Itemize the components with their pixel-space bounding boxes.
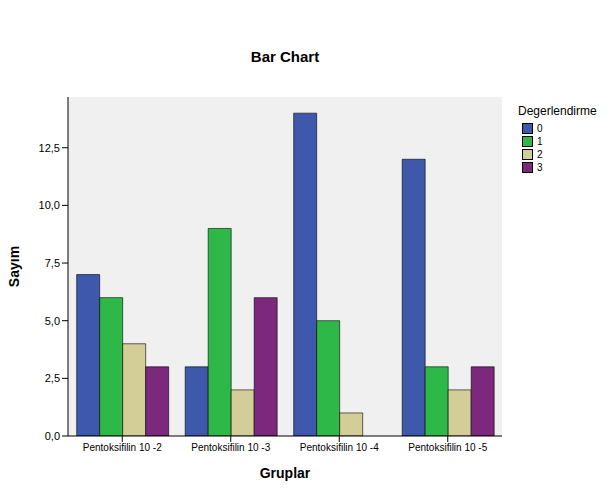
html-text:1: 1	[537, 136, 543, 147]
svg-text:Pentoksifilin 10 -2: Pentoksifilin 10 -2	[83, 442, 162, 453]
html-text:Degerlendirme: Degerlendirme	[518, 104, 597, 118]
svg-text:Sayım: Sayım	[8, 246, 22, 287]
svg-text:5,0: 5,0	[45, 315, 60, 327]
svg-text:Pentoksifilin 10 -5: Pentoksifilin 10 -5	[408, 442, 487, 453]
svg-text:12,5: 12,5	[39, 142, 60, 154]
html-text:Bar Chart: Bar Chart	[250, 48, 320, 65]
svg-text:2,5: 2,5	[45, 372, 60, 384]
svg-text:Pentoksifilin 10 -4: Pentoksifilin 10 -4	[300, 442, 379, 453]
html-text:0: 0	[537, 123, 543, 134]
html-text:3: 3	[537, 162, 543, 173]
svg-text:0,0: 0,0	[45, 430, 60, 442]
svg-text:Pentoksifilin 10 -3: Pentoksifilin 10 -3	[191, 442, 270, 453]
svg-text:10,0: 10,0	[39, 199, 60, 211]
html-text:2: 2	[537, 149, 543, 160]
svg-text:Gruplar: Gruplar	[260, 465, 311, 481]
svg-text:7,5: 7,5	[45, 257, 60, 269]
